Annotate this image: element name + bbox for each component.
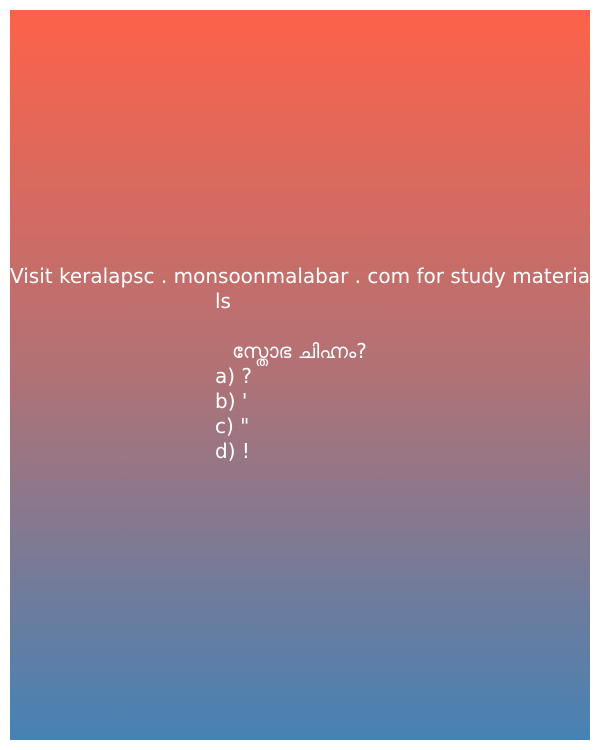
header-text-line-1: Visit keralapsc . monsoonmalabar . com f… [10, 264, 591, 288]
question-card: Visit keralapsc . monsoonmalabar . com f… [10, 10, 590, 740]
option-c: c) " [215, 414, 250, 438]
option-b: b) ' [215, 389, 248, 413]
spacer [10, 314, 590, 339]
card-content: Visit keralapsc . monsoonmalabar . com f… [10, 264, 590, 464]
option-d: d) ! [215, 439, 250, 463]
option-a: a) ? [215, 364, 253, 388]
header-text-line-2: ls [215, 289, 231, 313]
question-text: സ്തോഭ ചിഹ്നം? [232, 339, 367, 363]
